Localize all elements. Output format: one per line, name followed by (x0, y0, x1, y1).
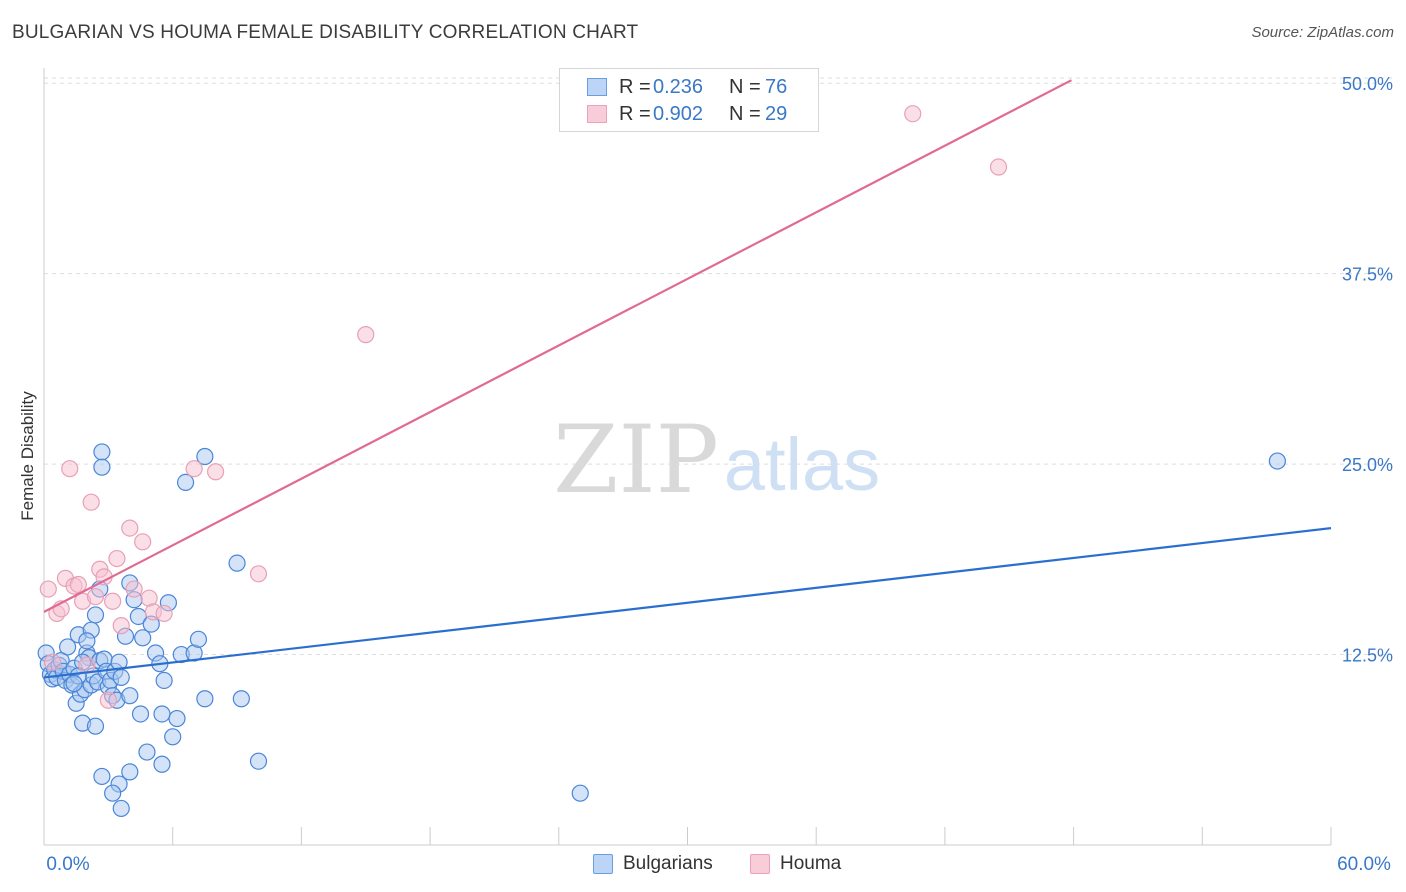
houma-point (39, 580, 57, 598)
bulgarians-point (93, 458, 111, 476)
y-tick-label: 37.5% (1342, 265, 1393, 285)
bulgarians-point (155, 671, 173, 690)
houma-point (104, 592, 122, 610)
houma-point (155, 604, 173, 623)
bulgarians-point (86, 717, 105, 735)
bulgarians-point (249, 752, 268, 770)
bulgarians-point (571, 784, 589, 802)
bulgarians-point (153, 705, 171, 723)
bulgarians-point (131, 705, 150, 723)
bulgarians-point (189, 630, 208, 648)
bottom-legend-bulgarians: Bulgarians (593, 852, 713, 876)
bulgarians-point (104, 784, 122, 802)
bulgarians-trend-line (43, 527, 1332, 679)
bottom-legend-label: Bulgarians (623, 853, 713, 874)
houma-point (134, 533, 152, 551)
series-houma (39, 105, 1008, 709)
houma-point (904, 105, 922, 123)
legend-row-houma: R = 0.902 N = 29 (587, 102, 787, 126)
legend-r-label: R = (619, 102, 651, 125)
legend-n-value: 29 (765, 102, 788, 125)
y-tick-label: 25.0% (1342, 455, 1393, 475)
watermark-zip: ZIP (553, 406, 719, 515)
bulgarians-point (93, 443, 111, 461)
houma-point (185, 460, 203, 478)
houma-point (357, 326, 375, 344)
bulgarians-point (86, 606, 105, 624)
bulgarians-point (65, 674, 83, 693)
houma-point (989, 158, 1008, 176)
bottom-legend-swatch-blue (593, 854, 613, 874)
bottom-legend-label: Houma (780, 853, 842, 874)
bulgarians-point (112, 799, 130, 818)
houma-point (125, 580, 143, 598)
houma-point (61, 460, 79, 478)
source-label: Source: ZipAtlas.com (1251, 24, 1394, 41)
legend-row-bulgarians: R = 0.236 N = 76 (587, 75, 787, 99)
y-tick-label: 50.0% (1342, 74, 1393, 94)
legend-n-label: N = (729, 102, 761, 125)
houma-point (82, 493, 100, 511)
houma-point (121, 519, 139, 537)
bottom-legend-houma: Houma (750, 852, 841, 876)
bulgarians-point (196, 690, 214, 708)
bulgarians-point (176, 473, 195, 491)
x-ticks (43, 827, 1332, 845)
legend-n-label: N = (729, 75, 761, 98)
bulgarians-point (1268, 452, 1286, 470)
legend-r-value: 0.902 (653, 102, 704, 125)
houma-point (99, 691, 117, 709)
trend-lines (43, 79, 1332, 679)
houma-point (86, 588, 105, 606)
watermark-atlas: atlas (724, 423, 880, 506)
bulgarians-point (58, 638, 77, 656)
bulgarians-point (228, 554, 246, 572)
houma-point (249, 565, 268, 583)
x-tick-label-min: 0.0% (46, 854, 89, 875)
gridlines (44, 77, 1395, 656)
houma-point (43, 653, 62, 671)
y-tick-labels: 12.5% 25.0% 37.5% 50.0% (1342, 74, 1393, 665)
bulgarians-point (153, 755, 171, 773)
houma-point (112, 617, 130, 635)
y-tick-label: 12.5% (1342, 646, 1393, 666)
bulgarians-point (93, 767, 111, 786)
bulgarians-point (134, 629, 152, 647)
legend-r-label: R = (619, 75, 651, 98)
legend-n-value: 76 (765, 75, 788, 98)
houma-trend-line (43, 79, 1072, 613)
bulgarians-point (78, 632, 96, 650)
chart-title: BULGARIAN VS HOUMA FEMALE DISABILITY COR… (12, 22, 639, 43)
correlation-legend: R = 0.236 N = 76 R = 0.902 N = 29 (559, 68, 819, 132)
bulgarians-point (168, 709, 186, 728)
bulgarians-point (196, 447, 214, 466)
houma-point (207, 463, 225, 481)
bottom-legend-swatch-pink (750, 854, 770, 874)
bulgarians-point (138, 743, 156, 761)
legend-r-value: 0.236 (653, 75, 704, 98)
x-tick-label-max: 60.0% (1337, 854, 1391, 875)
bulgarians-point (112, 668, 130, 687)
bulgarians-point (121, 687, 139, 705)
bulgarians-point (232, 690, 250, 708)
houma-point (108, 549, 126, 568)
houma-point (69, 575, 87, 594)
bulgarians-point (121, 763, 139, 781)
legend-swatch-pink (587, 105, 607, 123)
legend-swatch-blue (587, 78, 607, 96)
bulgarians-point (164, 728, 182, 746)
